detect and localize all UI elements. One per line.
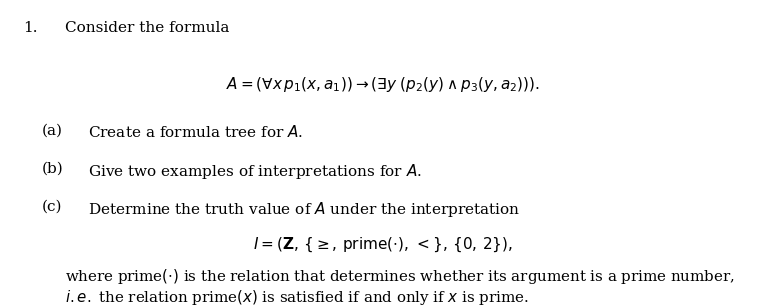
- Text: Consider the formula: Consider the formula: [65, 21, 230, 35]
- Text: $i.e.$ the relation prime$(x)$ is satisfied if and only if $x$ is prime.: $i.e.$ the relation prime$(x)$ is satisf…: [65, 288, 529, 305]
- Text: Determine the truth value of $A$ under the interpretation: Determine the truth value of $A$ under t…: [88, 200, 520, 219]
- Text: (c): (c): [42, 200, 63, 214]
- Text: $\mathit{I} = \left(\mathbf{Z},\, \{\geq,\, \mathrm{prime}(\cdot),\, <\},\, \{0,: $\mathit{I} = \left(\mathbf{Z},\, \{\geq…: [253, 235, 513, 254]
- Text: where prime$(\cdot)$ is the relation that determines whether its argument is a p: where prime$(\cdot)$ is the relation tha…: [65, 267, 735, 286]
- Text: (a): (a): [42, 124, 63, 138]
- Text: 1.: 1.: [23, 21, 38, 35]
- Text: Create a formula tree for $A$.: Create a formula tree for $A$.: [88, 124, 303, 139]
- Text: $A = (\forall x\, p_1(x, a_1)) \rightarrow \left(\exists y\;(p_2(y) \wedge p_3(y: $A = (\forall x\, p_1(x, a_1)) \rightarr…: [226, 75, 540, 94]
- Text: Give two examples of interpretations for $A$.: Give two examples of interpretations for…: [88, 162, 422, 181]
- Text: (b): (b): [42, 162, 64, 176]
